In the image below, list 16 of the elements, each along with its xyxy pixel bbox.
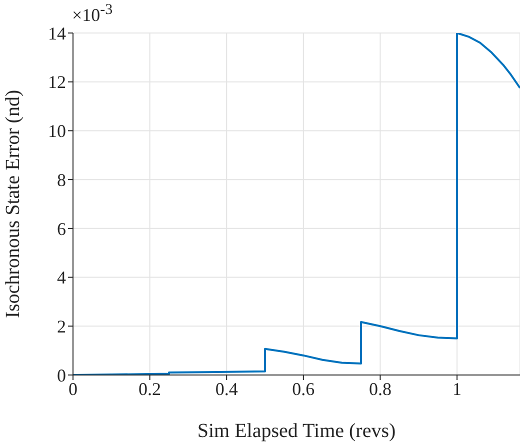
x-tick-label: 0.2	[138, 378, 162, 399]
x-tick-label: 0.4	[215, 378, 238, 399]
x-tick-label: 0.8	[368, 378, 392, 399]
y-tick-label: 4	[57, 268, 66, 288]
y-tick-label: 2	[57, 316, 66, 337]
y-tick-label: 12	[48, 72, 66, 92]
y-axis-title: Isochronous State Error (nd)	[2, 90, 24, 318]
x-axis-title: Sim Elapsed Time (revs)	[197, 420, 396, 442]
y-tick-label: 8	[57, 170, 66, 190]
y-tick-label: 0	[57, 365, 66, 386]
x-tick-label: 0.6	[292, 378, 315, 399]
y-tick-label: 6	[57, 218, 66, 239]
text: ×10$^{-3}$	[72, 2, 113, 26]
y-tick-label: 14	[48, 23, 66, 44]
y-tick-label: 10	[48, 121, 66, 142]
x-tick-label: 1	[452, 378, 462, 399]
